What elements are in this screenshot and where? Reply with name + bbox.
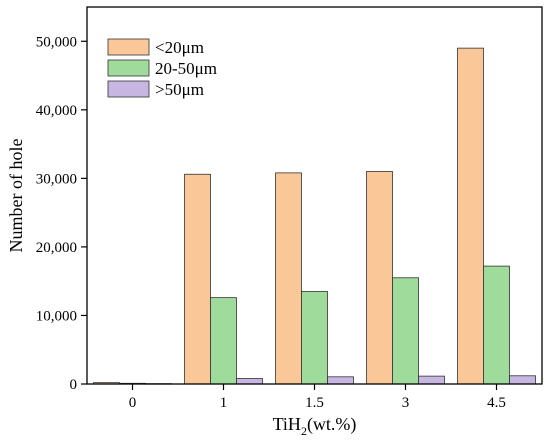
bar-2-1	[210, 297, 237, 385]
bar-1-1	[184, 173, 211, 385]
y-axis: 0 10,000 20,000 30,000 40,000 50,000	[36, 34, 87, 393]
bar-2-3	[392, 277, 419, 385]
y-tick-label: 10,000	[36, 308, 77, 324]
y-tick-label: 40,000	[36, 103, 77, 119]
bar-1-1.5	[275, 172, 302, 385]
y-tick-label: 20,000	[36, 240, 77, 256]
x-axis-title-base: TiH	[273, 414, 301, 434]
bar-2-4.5	[483, 265, 510, 385]
legend-swatch	[107, 80, 150, 98]
legend: <20μm 20-50μm >50μm	[107, 38, 217, 99]
bar-3-1.5	[327, 376, 354, 385]
legend-swatch	[107, 38, 150, 56]
bars-layer	[93, 47, 536, 385]
x-tick-label: 4.5	[487, 395, 506, 411]
y-tick-label: 30,000	[36, 171, 77, 187]
bar-2-1.5	[301, 291, 328, 385]
x-axis: 0 1 1.5 3 4.5	[129, 384, 506, 411]
x-axis-title-rest: (wt.%)	[307, 414, 356, 435]
x-axis-title-subscript: 2	[301, 424, 307, 438]
legend-label: <20μm	[155, 38, 204, 57]
x-tick-label: 0	[129, 395, 137, 411]
x-axis-title: TiH2(wt.%)	[273, 414, 357, 438]
legend-label: >50μm	[155, 80, 204, 99]
x-tick-label: 1	[220, 395, 228, 411]
y-tick-label: 0	[70, 377, 78, 393]
bar-1-3	[366, 171, 393, 385]
legend-label: 20-50μm	[155, 59, 217, 78]
y-axis-title: Number of hole	[6, 139, 26, 253]
x-tick-label: 1.5	[305, 395, 324, 411]
legend-swatch	[107, 59, 150, 77]
x-tick-label: 3	[402, 395, 410, 411]
bar-3-4.5	[509, 375, 536, 385]
y-tick-label: 50,000	[36, 34, 77, 50]
bar-3-3	[418, 375, 445, 385]
bar-1-4.5	[457, 47, 484, 385]
bar-3-1	[236, 378, 263, 385]
